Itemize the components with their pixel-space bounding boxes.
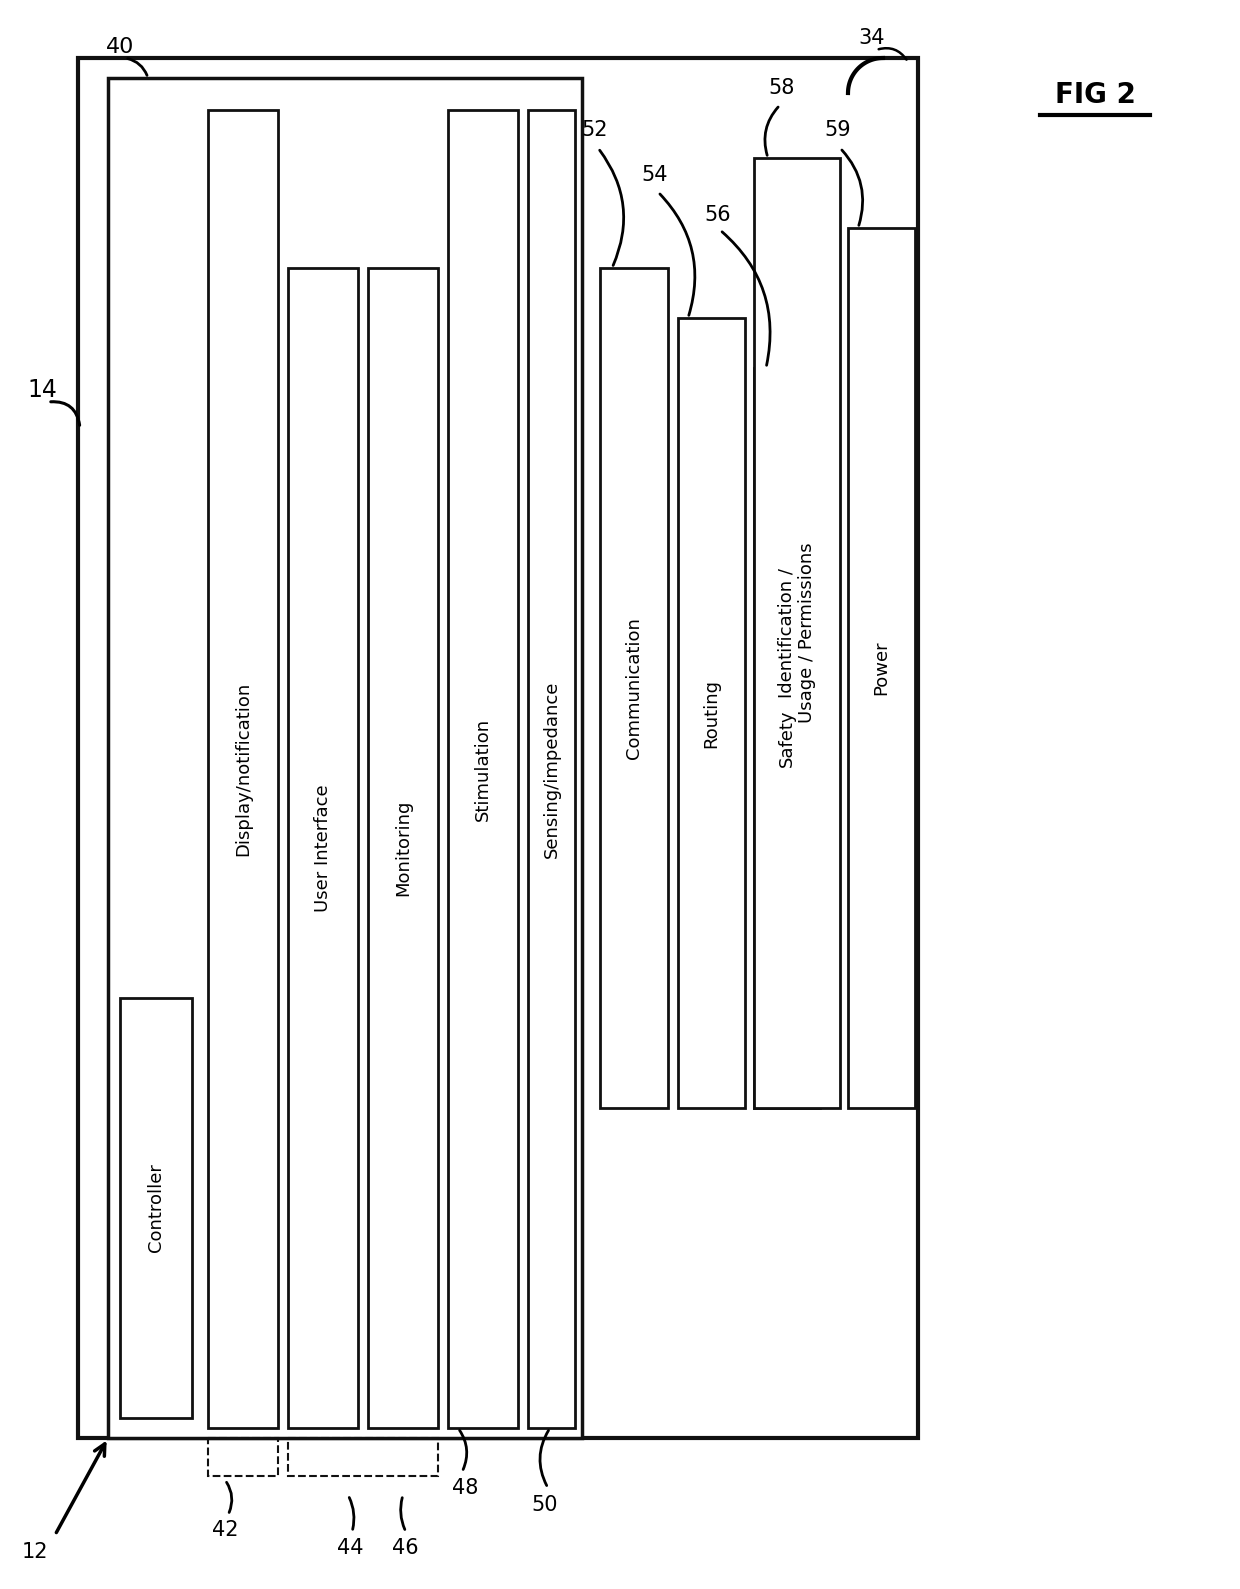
Text: Communication: Communication [625,617,644,760]
Text: Routing: Routing [703,679,720,747]
Text: Power: Power [873,640,890,696]
Text: 52: 52 [582,121,609,140]
Text: Display/notification: Display/notification [234,682,252,856]
Text: 42: 42 [212,1521,238,1540]
FancyBboxPatch shape [120,998,192,1417]
FancyBboxPatch shape [448,110,518,1429]
Text: Monitoring: Monitoring [394,799,412,896]
Text: 56: 56 [704,205,732,226]
FancyBboxPatch shape [848,227,915,1108]
Text: Controller: Controller [148,1163,165,1252]
FancyBboxPatch shape [368,269,438,1429]
FancyBboxPatch shape [528,110,575,1429]
Text: 59: 59 [825,121,852,140]
Text: 46: 46 [392,1538,418,1557]
Text: 14: 14 [27,378,57,402]
FancyBboxPatch shape [754,369,820,1108]
Text: 12: 12 [22,1541,48,1562]
Text: 34: 34 [859,29,885,48]
Text: User Interface: User Interface [314,785,332,912]
FancyBboxPatch shape [600,269,668,1108]
Text: Sensing/impedance: Sensing/impedance [543,680,560,858]
Text: Stimulation: Stimulation [474,718,492,820]
FancyBboxPatch shape [208,110,278,1429]
FancyBboxPatch shape [288,269,358,1429]
Text: FIG 2: FIG 2 [1054,81,1136,110]
Text: 44: 44 [337,1538,363,1557]
Text: 50: 50 [532,1495,558,1514]
FancyBboxPatch shape [678,318,745,1108]
Text: 54: 54 [642,165,668,184]
Text: 48: 48 [451,1478,479,1498]
Text: 58: 58 [769,78,795,99]
FancyBboxPatch shape [78,59,918,1438]
Text: Safety: Safety [777,709,796,767]
Text: Identification /
Usage / Permissions: Identification / Usage / Permissions [777,543,816,723]
Text: 40: 40 [105,37,134,57]
FancyBboxPatch shape [108,78,582,1438]
FancyBboxPatch shape [754,157,839,1108]
